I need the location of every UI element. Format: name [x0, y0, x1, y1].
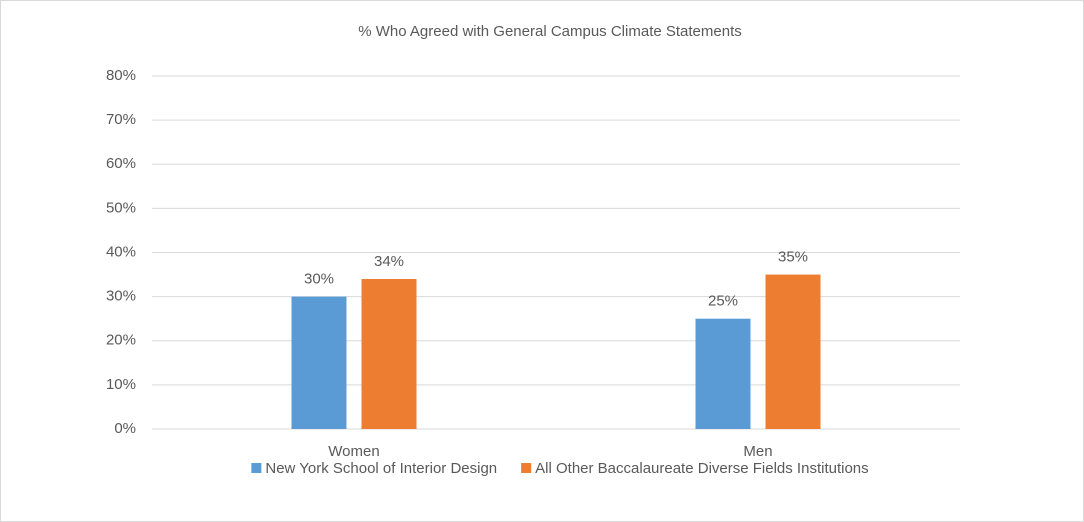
y-tick-label: 80% [106, 67, 136, 84]
legend-label: New York School of Interior Design [265, 460, 497, 477]
data-label: 30% [304, 271, 334, 288]
bar [291, 296, 347, 429]
data-label: 25% [708, 293, 738, 310]
legend-label: All Other Baccalaureate Diverse Fields I… [535, 460, 868, 477]
bar [765, 274, 821, 429]
chart-title: % Who Agreed with General Campus Climate… [358, 23, 742, 40]
y-tick-label: 30% [106, 288, 136, 305]
y-tick-label: 70% [106, 111, 136, 128]
data-label: 35% [778, 249, 808, 266]
y-tick-label: 10% [106, 376, 136, 393]
data-label: 34% [374, 253, 404, 270]
x-tick-label: Men [743, 443, 772, 460]
y-tick-label: 20% [106, 332, 136, 349]
x-tick-label: Women [328, 443, 379, 460]
y-tick-label: 0% [114, 420, 136, 437]
legend-swatch [521, 463, 532, 473]
legend-swatch [251, 463, 262, 473]
bar [695, 318, 751, 429]
y-tick-label: 40% [106, 243, 136, 260]
y-tick-label: 50% [106, 199, 136, 216]
y-tick-label: 60% [106, 155, 136, 172]
bar [361, 278, 417, 429]
